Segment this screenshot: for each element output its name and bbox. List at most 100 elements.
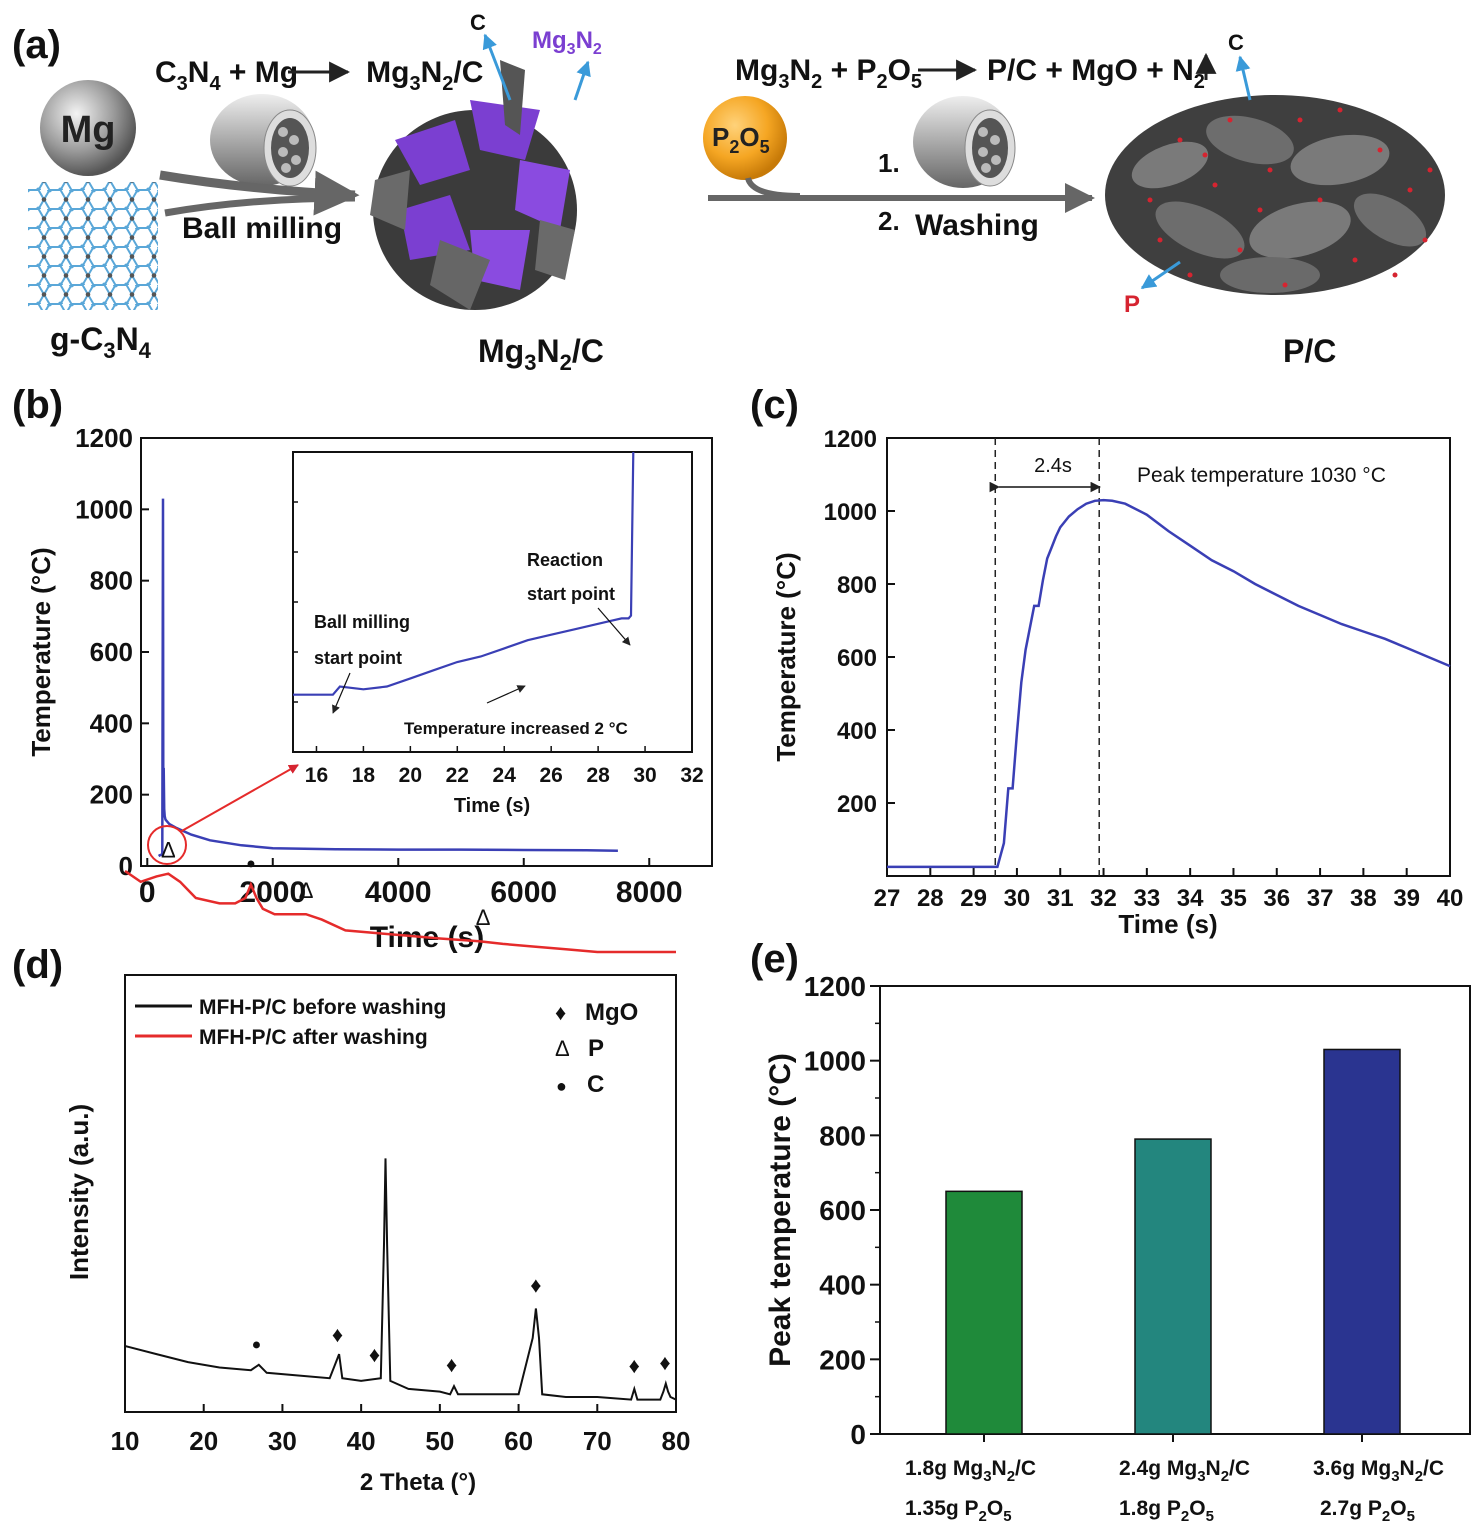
- panel-a-label: (a): [12, 23, 61, 67]
- panel-e-y-tick-label: 1200: [804, 971, 866, 1002]
- panel-c-y-tick-label: 600: [837, 645, 877, 672]
- marker-legend-mgo-label: MgO: [585, 999, 638, 1026]
- annotation-ball-milling-start: start point: [314, 648, 402, 668]
- panel-e-label: (e): [750, 937, 799, 981]
- panel-b-temperature-series: [157, 498, 618, 858]
- panel-c-peak-label: Peak temperature 1030 °C: [1137, 464, 1386, 487]
- mg3n2-c-cluster-icon: [370, 60, 577, 310]
- g-c3n4-label: g-C3N4: [50, 321, 152, 363]
- panel-b-x-tick-label: 4000: [365, 876, 432, 909]
- annotation-reaction-start: start point: [527, 584, 615, 604]
- panel-c-x-tick-label: 36: [1263, 885, 1290, 912]
- legend-label-before: MFH-P/C before washing: [199, 996, 446, 1019]
- p2o5-feed-arrow: [745, 176, 801, 199]
- marker-legend-c-label: C: [587, 1071, 604, 1098]
- panel-e-xlabel-2-line-2: 1.8g P2O5: [1119, 1497, 1214, 1525]
- panel-b-inset-x-tick-label: 28: [586, 764, 610, 787]
- panel-b-inset-frame: [292, 451, 693, 753]
- marker-legend-p-symbol: Δ: [555, 1036, 570, 1061]
- panel-d-x-tick-label: 20: [189, 1426, 218, 1456]
- p2o5-label: P2O5: [712, 122, 770, 157]
- panel-d-peak-marker: ♦: [369, 1342, 380, 1367]
- panel-c-interval-label: 2.4s: [1034, 455, 1072, 477]
- panel-c-x-tick-label: 34: [1177, 885, 1204, 912]
- marker-legend-mgo-symbol: ♦: [555, 1000, 566, 1025]
- panel-e-y-tick-label: 0: [850, 1419, 866, 1450]
- annotation-temperature-increase: Temperature increased 2 °C: [404, 719, 628, 738]
- panel-b-zoom-circle: [147, 825, 187, 865]
- panel-c-x-axis-label: Time (s): [1118, 909, 1217, 939]
- panel-d-x-tick-label: 50: [425, 1426, 454, 1456]
- panel-c-x-tick-label: 33: [1133, 885, 1160, 912]
- panel-b-inset-x-tick-label: 18: [352, 764, 376, 787]
- panel-c-label: (c): [750, 383, 799, 427]
- panel-c-x-tick-label: 39: [1393, 885, 1420, 912]
- g-c3n4-lattice-icon: [28, 182, 158, 310]
- panel-c-x-tick-label: 28: [917, 885, 944, 912]
- panel-b-y-tick-label: 200: [90, 780, 133, 810]
- panel-e-xlabel-2-line-1: 2.4g Mg3N2/C: [1119, 1457, 1250, 1485]
- panel-c-y-tick-label: 800: [837, 572, 877, 599]
- panel-b-inset-x-tick-label: 24: [493, 764, 517, 787]
- panel-c-y-tick-label: 400: [837, 718, 877, 745]
- panel-d-series-after-washing: [124, 869, 676, 954]
- mg3n2-arrow: [573, 60, 591, 101]
- step-2-label: 2.: [878, 206, 900, 236]
- panel-c: (c) Temperature (°C) Time (s) 200 400 600 8…: [750, 383, 1463, 939]
- panel-e-x-tick-labels: 1.8g Mg3N2/C 1.35g P2O5 2.4g Mg3N2/C 1.8…: [905, 1457, 1444, 1525]
- panel-b-x-tick-label: 0: [139, 876, 156, 909]
- panel-d: (d) Intensity (a.u.) 2 Theta (°) 10 20 30 4…: [12, 838, 690, 1496]
- panel-b-inset-x-tick-label: 26: [539, 764, 562, 787]
- mg3n2-tag: Mg3N2: [532, 27, 602, 58]
- annotation-reaction-arrow: [597, 607, 631, 646]
- panel-c-y-tick-label: 200: [837, 791, 877, 818]
- washing-label: Washing: [915, 209, 1039, 242]
- panel-e-xlabel-3-line-2: 2.7g P2O5: [1320, 1497, 1415, 1525]
- mg-label: Mg: [61, 109, 116, 151]
- step-1-label: 1.: [878, 148, 900, 178]
- panel-c-x-tick-label: 30: [1004, 885, 1031, 912]
- panel-b-y-tick-label: 600: [90, 637, 133, 667]
- panel-d-x-tick-label: 10: [111, 1426, 140, 1456]
- panel-e-bar: [1323, 1048, 1401, 1435]
- panel-e-y-tick-label: 400: [819, 1270, 866, 1301]
- panel-e-xlabel-1-line-2: 1.35g P2O5: [905, 1497, 1012, 1525]
- panel-d-peak-marker: ♦: [530, 1273, 541, 1298]
- panel-e-bar: [945, 1190, 1023, 1435]
- panel-d-peak-marker: ♦: [446, 1352, 457, 1377]
- panel-a: (a) Mg g-C3N4 C3N4 + Mg Mg3N2/C Ball mill…: [12, 10, 1445, 375]
- panel-d-label: (d): [12, 943, 63, 987]
- ball-milling-arrow: [159, 170, 360, 216]
- panel-c-x-tick-label: 38: [1350, 885, 1377, 912]
- panel-b-zoom-arrow: [179, 764, 299, 833]
- panel-b-x-tick-label: 8000: [616, 876, 683, 909]
- mg3n2-c-label: Mg3N2/C: [478, 333, 604, 375]
- annotation-ball-milling: Ball milling: [314, 612, 410, 632]
- panel-c-x-tick-label: 27: [874, 885, 901, 912]
- panel-c-plot-frame: [886, 437, 1451, 877]
- panel-d-x-tick-label: 80: [662, 1426, 691, 1456]
- panel-e-bar: [1134, 1138, 1212, 1435]
- p-tag: P: [1124, 291, 1140, 318]
- panel-d-x-tick-label: 60: [504, 1426, 533, 1456]
- p2o5-sphere-icon: [703, 96, 787, 180]
- p-arrow: [1140, 260, 1181, 290]
- panel-b-inset-x-tick-label: 22: [446, 764, 469, 787]
- panel-e: (e) Peak temperature (°C) 0 200 400 600 800 1…: [750, 937, 1471, 1525]
- equation-ball-milling: C3N4 + Mg Mg3N2/C: [155, 56, 483, 95]
- panel-e-y-axis-label: Peak temperature (°C): [764, 1053, 797, 1367]
- panel-d-peak-marker: ●: [252, 1337, 262, 1354]
- ball-milling-arrow-lower: [164, 194, 356, 217]
- panel-b: (b) Temperature (°C) Time (s) 0 200 400 600…: [12, 383, 713, 954]
- panel-c-x-tick-label: 31: [1047, 885, 1074, 912]
- panel-d-x-tick-label: 40: [347, 1426, 376, 1456]
- panel-e-xlabel-3-line-1: 3.6g Mg3N2/C: [1313, 1457, 1444, 1485]
- panel-d-peak-marker: ♦: [659, 1350, 670, 1375]
- panel-b-inset-x-tick-label: 30: [633, 764, 656, 787]
- panel-b-inset-x-tick-label: 32: [680, 764, 703, 787]
- marker-legend-p-label: P: [588, 1035, 604, 1062]
- panel-b-inset-x-tick-label: 20: [399, 764, 422, 787]
- ball-milling-label: Ball milling: [182, 212, 342, 245]
- panel-b-x-tick-label: 2000: [239, 876, 306, 909]
